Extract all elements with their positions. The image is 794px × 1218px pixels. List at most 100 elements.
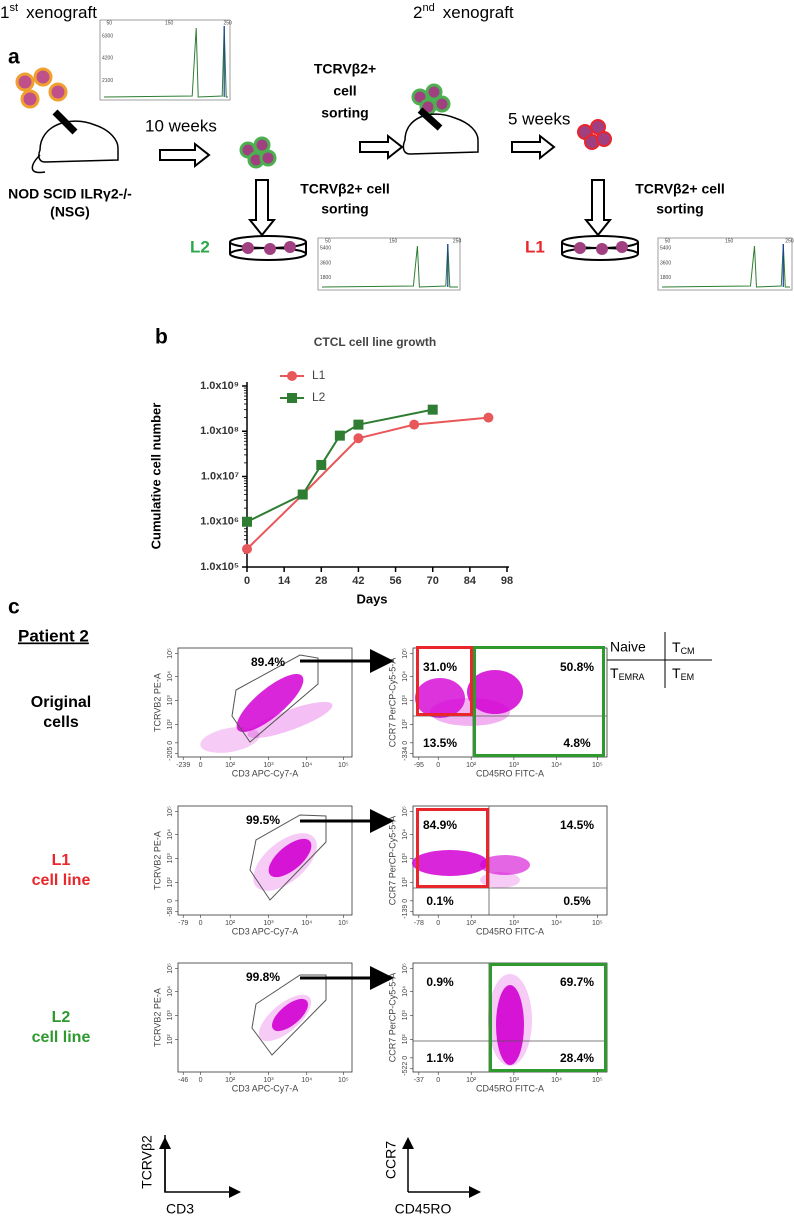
series-line: [246, 416, 489, 550]
x-tick-label: 10⁴: [551, 762, 562, 769]
x-tick-label: 10⁵: [338, 920, 349, 927]
y-axis-label: CCR7 PerCP-Cy5-5-A: [387, 658, 397, 748]
y-tick-label: 0: [167, 899, 174, 903]
spectratype-tick: 50: [325, 238, 331, 244]
y-tick-label: 10⁴: [402, 671, 409, 682]
gate: [249, 814, 327, 901]
y-tick-label: -522: [402, 1062, 409, 1076]
x-tick-label: 0: [436, 762, 440, 769]
quadrant-percent: 69.7%: [560, 975, 594, 989]
key-sub: EM: [681, 672, 695, 682]
chart-title: CTCL cell line growth: [314, 335, 436, 349]
y-tick-label: 0: [402, 741, 409, 745]
flow-plot: [177, 962, 353, 1073]
y-tick-label: 10²: [167, 1034, 174, 1045]
y-tick-label: 10⁴: [167, 671, 174, 682]
x-tick-label: 10²: [466, 1077, 477, 1084]
marker: [409, 419, 420, 430]
sorting-label: TCRVβ2+ cell: [300, 181, 390, 197]
heading-number: 2: [413, 3, 422, 22]
x-tick-label: 10⁵: [338, 1077, 349, 1084]
y-tick-label: 0: [402, 1056, 409, 1060]
x-axis-label: CD45RO FITC-A: [476, 926, 544, 936]
heading-number: 1: [0, 3, 9, 22]
event-cloud: [480, 855, 530, 875]
event-cloud: [271, 998, 309, 1032]
x-tick-label: 10³: [263, 920, 274, 927]
y-tick-label: 1.0x10⁵: [200, 561, 239, 573]
x-tick-label: 42: [352, 575, 364, 587]
x-tick-label: 10³: [263, 1077, 274, 1084]
sorting-label: TCRVβ2+ cell: [635, 181, 725, 197]
spectratype-tick: 250: [453, 238, 462, 244]
y-tick-label: 10³: [402, 1010, 409, 1021]
key-t: T: [672, 639, 681, 655]
key-sub: EMRA: [619, 672, 645, 682]
x-tick-label: 70: [427, 575, 439, 587]
spectratype-frame: [317, 237, 461, 291]
x-tick-label: -78: [414, 920, 424, 927]
quadrant-percent: 0.5%: [563, 894, 591, 908]
spectratype-tick: 6300: [102, 33, 113, 39]
axes-key-label: CD3: [166, 1201, 194, 1217]
x-tick-label: -37: [414, 1077, 424, 1084]
heading-suffix: nd: [422, 2, 434, 14]
y-tick-label: 10³: [402, 695, 409, 706]
x-tick-label: 10²: [466, 920, 477, 927]
y-tick-label: 10⁴: [167, 986, 174, 997]
x-tick-label: 10²: [225, 920, 236, 927]
sorting-label: sorting: [321, 201, 368, 217]
quadrant-percent: 1.1%: [426, 1051, 454, 1065]
quadrant-percent: 4.8%: [563, 736, 591, 750]
spectratype-tick: 150: [389, 238, 398, 244]
heading-text: xenograft: [443, 3, 514, 22]
legend-label: L1: [312, 368, 326, 382]
y-tick-label: 0: [402, 899, 409, 903]
y-tick-label: 0: [167, 741, 174, 745]
spectratype-tick: 5400: [320, 246, 331, 252]
y-axis-label: CCR7 PerCP-Cy5-5-A: [387, 816, 397, 906]
spectratype-tick: 250: [785, 238, 794, 244]
key-label: TCM: [672, 639, 695, 657]
x-tick-label: 0: [436, 1077, 440, 1084]
y-tick-label: -139: [402, 905, 409, 919]
spectratype-tick: 3600: [660, 260, 671, 266]
event-cloud: [412, 850, 488, 876]
x-tick-label: 10⁵: [338, 762, 349, 769]
y-tick-label: -58: [167, 907, 174, 917]
y-tick-label: 10⁵: [167, 648, 174, 659]
x-tick-label: -239: [176, 762, 190, 769]
x-tick-label: 0: [199, 1077, 203, 1084]
x-axis-label: CD45RO FITC-A: [476, 1083, 544, 1093]
row-label: cell line: [32, 872, 91, 889]
x-tick-label: 10⁵: [592, 762, 603, 769]
x-tick-label: 0: [244, 575, 250, 587]
marker: [353, 419, 364, 430]
quadrant-percent: 0.9%: [426, 975, 454, 989]
spectratype-tick: 250: [224, 20, 233, 26]
spectratype-tick: 150: [165, 20, 174, 26]
sorting-label: cell: [333, 83, 356, 99]
heading-text: xenograft: [26, 3, 97, 22]
y-tick-label: 10⁵: [402, 806, 409, 817]
event-cloud: [253, 833, 317, 891]
key-label: Naive: [610, 639, 646, 655]
x-tick-label: 0: [436, 920, 440, 927]
x-tick-label: 84: [464, 575, 477, 587]
strain: (NSG): [50, 204, 90, 220]
x-axis-label: Days: [356, 591, 387, 606]
series-line: [246, 408, 433, 523]
y-tick-label: 10⁴: [167, 829, 174, 840]
legend-marker: [287, 371, 297, 381]
highlight-gate: [416, 646, 473, 716]
panel-a-art: [15, 67, 639, 261]
x-tick-label: 56: [389, 575, 401, 587]
event-cloud: [200, 727, 260, 753]
x-axis-label: CD3 APC-Cy7-A: [232, 1083, 299, 1093]
spectratype-tick: 3600: [320, 260, 331, 266]
marker: [483, 412, 494, 423]
y-tick-label: 10³: [167, 695, 174, 706]
quadrant-percent: 84.9%: [423, 818, 457, 832]
event-cloud: [467, 670, 523, 714]
